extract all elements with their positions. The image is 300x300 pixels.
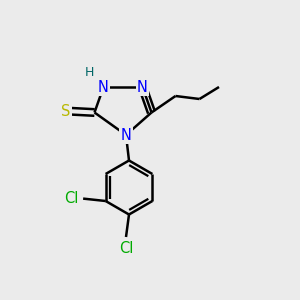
Text: N: N [98, 80, 109, 94]
Text: H: H [84, 66, 94, 79]
Text: Cl: Cl [64, 191, 79, 206]
Text: Cl: Cl [119, 241, 133, 256]
Text: S: S [61, 103, 71, 118]
Text: N: N [137, 80, 148, 94]
Text: N: N [121, 128, 131, 142]
